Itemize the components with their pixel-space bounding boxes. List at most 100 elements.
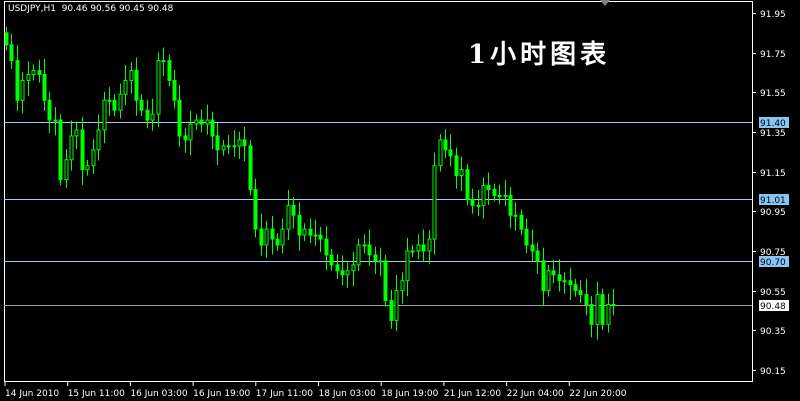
y-tick-label: 90.95 [760, 208, 786, 218]
candle-body [606, 304, 611, 325]
x-tick-label: 22 Jun 04:00 [507, 389, 564, 399]
y-tick-label: 91.95 [760, 10, 786, 20]
candle-body [188, 123, 193, 141]
candle [378, 247, 383, 277]
candle-body [199, 119, 204, 125]
candle [64, 149, 69, 188]
candle-body [476, 204, 481, 207]
candle-body [345, 270, 350, 276]
y-tick-label: 90.15 [760, 367, 786, 377]
candle-body [400, 280, 405, 292]
candle-body [362, 244, 367, 247]
price-label-box [759, 194, 789, 205]
candle [595, 281, 600, 340]
candle [557, 259, 562, 292]
candle-body [416, 244, 421, 252]
candle-body [31, 70, 36, 75]
candle [383, 254, 388, 307]
candle [578, 279, 583, 303]
candle [443, 129, 448, 159]
candle-body [156, 60, 161, 115]
candle-body [432, 165, 437, 240]
candle [286, 189, 291, 240]
candle-body [270, 228, 275, 240]
candle [107, 87, 112, 116]
candle-body [573, 284, 578, 292]
candle-body [139, 99, 144, 111]
candle-body [530, 244, 535, 252]
plot-border [4, 1, 753, 382]
candle [508, 187, 513, 229]
candle [503, 179, 508, 207]
candle-body [324, 238, 329, 256]
candle-body [161, 60, 166, 63]
plot-frame [4, 1, 753, 382]
candle-body [486, 185, 491, 190]
candle [205, 104, 210, 135]
candle-body [611, 304, 616, 307]
candle-body [318, 234, 323, 240]
candle-body [58, 119, 63, 181]
candle [221, 139, 226, 156]
y-tick-label: 91.75 [760, 50, 786, 60]
candle [297, 202, 302, 251]
candle [53, 106, 58, 136]
candle-body [405, 250, 410, 282]
candle-body [264, 228, 269, 246]
candle [410, 245, 415, 257]
candle [150, 98, 155, 131]
candle [600, 288, 605, 331]
candle [367, 229, 372, 266]
time-axis: 14 Jun 2010 15 Jun 11:00 16 Jun 03:00 16 Ju… [4, 381, 627, 399]
candle [335, 254, 340, 280]
candle-body [226, 145, 231, 148]
price-label: 91.40 [760, 119, 786, 129]
candle [123, 64, 128, 106]
candle-body [253, 188, 258, 230]
candle-body [221, 145, 226, 151]
ohlc-values: 90.46 90.56 90.45 90.48 [61, 4, 174, 14]
chart-shift-marker-icon[interactable] [600, 0, 610, 6]
candle [562, 272, 567, 294]
candle [139, 94, 144, 117]
candle [421, 229, 426, 262]
candle-body [183, 135, 188, 141]
price-axis: 91.95 91.75 91.55 91.35 91.15 90.95 90.75 90.55… [752, 10, 786, 377]
candle-body [112, 99, 117, 111]
candle-body [96, 129, 101, 151]
horizontal-lines[interactable]: 91.40 91.01 90.70 90.48 [4, 117, 789, 312]
candle-body [123, 79, 128, 95]
candle-body [470, 198, 475, 206]
candle [568, 267, 573, 301]
candle [85, 159, 90, 176]
candle [313, 219, 318, 246]
candle [465, 163, 470, 206]
y-tick-label: 90.55 [760, 288, 786, 298]
candle [156, 52, 161, 128]
candle [454, 147, 459, 189]
candle [112, 94, 117, 117]
candle-body [80, 129, 85, 171]
candle [4, 26, 9, 51]
y-tick-label: 91.15 [760, 169, 786, 179]
candle-body [15, 60, 20, 101]
candle [42, 59, 47, 111]
candle [199, 109, 204, 133]
x-tick-label: 16 Jun 19:00 [193, 389, 250, 399]
x-tick-label: 15 Jun 11:00 [68, 389, 125, 399]
candle-body [102, 99, 107, 131]
candle-body [237, 139, 242, 147]
candle-body [465, 169, 470, 200]
price-label-box [759, 117, 789, 128]
candle [373, 246, 378, 274]
candle-body [394, 290, 399, 321]
candle-body [427, 238, 432, 252]
candle-body [335, 264, 340, 272]
candle-body [74, 129, 79, 137]
candle [188, 110, 193, 156]
symbol-label: USDJPY,H1 [8, 4, 56, 14]
candle [118, 83, 123, 119]
candle-body [448, 149, 453, 157]
candle [329, 248, 334, 271]
